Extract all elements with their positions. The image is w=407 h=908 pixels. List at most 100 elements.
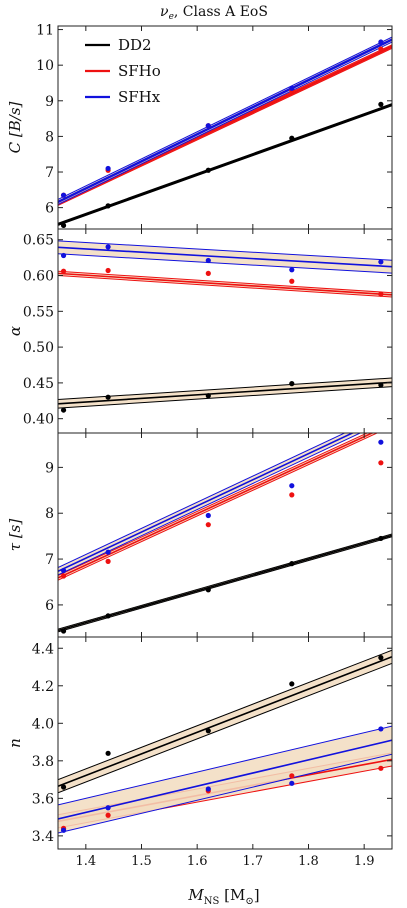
point-sfhx [60,827,67,833]
point-sfho [378,46,384,52]
fit-bound-dd2-upper [58,649,392,781]
point-sfho [105,558,111,564]
y-axis-label: α [6,326,24,336]
point-sfhx [289,85,295,91]
point-sfho [105,267,111,274]
x-tick-label: 1.9 [354,854,375,869]
point-sfho [289,278,295,284]
fit-bound-dd2-lower [58,662,392,794]
point-sfho [289,773,295,779]
point-dd2 [105,394,111,400]
point-sfhx [205,257,211,264]
point-sfhx [289,267,295,273]
fit-bound-dd2-upper [58,377,392,401]
legend: DD2 SFHo SFHx [85,36,161,106]
fit-bound-sfho-upper [58,433,369,577]
fit-line-dd2 [58,656,392,787]
legend-label-dd2: DD2 [118,36,152,54]
point-sfho [205,522,211,528]
point-sfhx [205,786,211,792]
x-tick-label: 1.6 [187,854,208,869]
point-sfho [378,765,384,771]
fit-bound-sfho-lower [58,433,379,581]
point-dd2 [60,628,67,634]
y-tick-label: 8 [45,506,54,522]
point-dd2 [289,681,295,687]
fit-bound-sfho-lower [58,275,392,298]
fit-bound-sfho-lower [58,47,392,206]
point-dd2 [289,135,295,141]
y-tick-label: 0.45 [23,376,54,392]
x-tick-label: 1.5 [131,854,152,869]
point-dd2 [105,613,111,619]
plot-area [58,240,392,413]
y-axis-label: n [6,738,24,748]
plot-area [58,36,392,229]
point-sfhx [378,259,384,265]
point-sfho [205,270,211,276]
y-tick-label: 4.0 [32,716,54,732]
panel-1: 6 7 8 9 10 11 C [B/s] DD2 SFHo SFHx [6,23,393,230]
plot-area [58,433,392,634]
fit-line-sfhx [58,739,392,820]
y-tick-label: 6 [45,201,54,217]
panel-3: 6 7 8 9 τ [s] [6,432,393,638]
x-tick-label: 1.7 [242,854,263,869]
point-dd2 [60,407,67,413]
panel-2: 0.40 0.45 0.50 0.55 0.60 0.65 α [6,228,393,434]
point-sfhx [105,549,111,555]
y-tick-label: 3.8 [32,754,54,770]
fit-line-dd2 [58,381,392,405]
fit-line-sfho [58,272,392,296]
point-sfhx [60,252,67,259]
plot-frame [57,432,393,638]
point-dd2 [378,101,384,107]
point-dd2 [105,750,111,756]
fit-bound-sfhx-lower [58,753,392,834]
fit-bound-dd2-upper [58,533,392,630]
point-dd2 [205,167,211,173]
point-sfhx [205,123,211,129]
point-sfho [105,812,111,818]
point-sfhx [378,439,384,445]
fit-line-sfho [58,433,375,579]
y-tick-label: 7 [45,552,54,568]
point-sfho [289,492,295,498]
fit-bound-sfhx-upper [58,725,392,806]
y-tick-label: 9 [45,94,54,110]
fit-bound-dd2-lower [58,386,392,409]
point-sfhx [60,192,67,198]
fit-bound-sfhx-upper [58,433,346,569]
fit-bound-sfhx-upper [58,240,392,261]
y-axis-label: τ [s] [6,519,24,552]
legend-label-sfhx: SFHx [118,88,161,106]
fit-line-sfhx [58,38,392,204]
y-tick-label: 4.4 [32,641,54,657]
fit-line-dd2 [58,534,392,632]
y-tick-label: 3.4 [32,829,54,845]
plot-frame [57,25,393,230]
y-tick-label: 6 [45,598,54,614]
fit-bound-sfhx-lower [58,41,392,205]
y-tick-label: 0.55 [23,304,54,320]
point-sfho [378,460,384,466]
y-tick-label: 10 [36,58,54,74]
x-axis-label: MNS [M⊙] [187,886,259,907]
point-dd2 [205,728,211,734]
y-tick-label: 9 [45,460,54,476]
point-sfhx [205,512,211,519]
panel-4: 1.4 1.5 1.6 1.7 1.8 1.9 3.4 3.6 3.8 4.0 4.2 4.4 n [6,636,393,869]
y-tick-label: 0.40 [23,412,54,428]
point-dd2 [289,381,295,387]
point-dd2 [105,203,111,209]
point-sfhx [378,726,384,732]
y-axis-label: C [B/s] [6,101,24,153]
fit-bound-sfho-upper [58,270,392,294]
point-dd2 [205,393,211,399]
point-dd2 [60,784,67,790]
legend-label-sfho: SFHo [118,62,161,80]
point-sfhx [289,780,295,786]
plot-frame [57,636,393,850]
